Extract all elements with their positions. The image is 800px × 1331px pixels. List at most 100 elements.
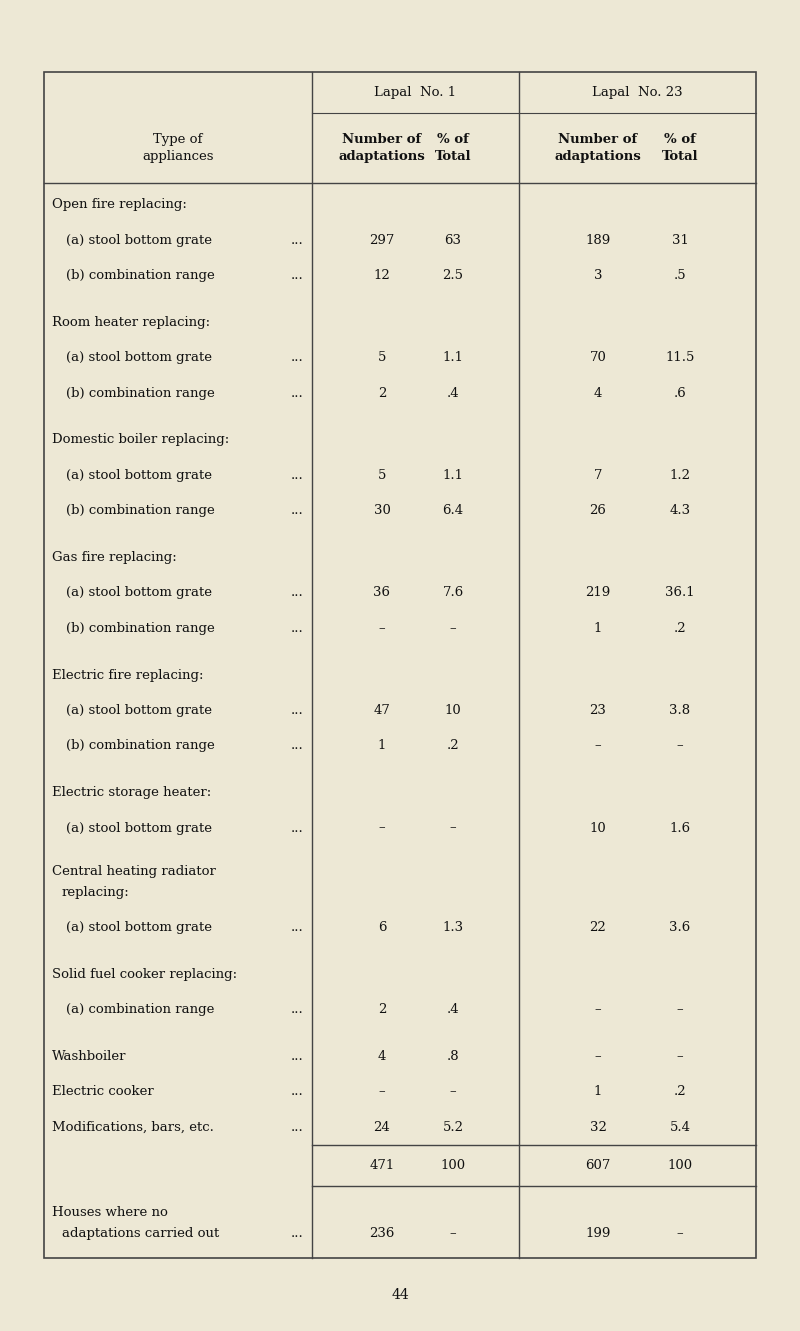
Text: 5: 5 (378, 469, 386, 482)
Text: 4: 4 (378, 1050, 386, 1063)
Text: 100: 100 (441, 1159, 466, 1173)
Text: 23: 23 (590, 704, 606, 717)
Text: Washboiler: Washboiler (52, 1050, 126, 1063)
Text: 1.1: 1.1 (442, 351, 463, 365)
Text: ...: ... (291, 1004, 304, 1016)
Text: 7.6: 7.6 (442, 587, 464, 599)
Text: .6: .6 (674, 386, 686, 399)
Text: .4: .4 (446, 386, 459, 399)
Text: 70: 70 (590, 351, 606, 365)
Text: 32: 32 (590, 1121, 606, 1134)
Text: Electric fire replacing:: Electric fire replacing: (52, 668, 203, 681)
Text: Houses where no: Houses where no (52, 1206, 168, 1219)
Text: 1.2: 1.2 (670, 469, 690, 482)
Text: (a) stool bottom grate: (a) stool bottom grate (66, 921, 212, 934)
Text: (a) stool bottom grate: (a) stool bottom grate (66, 821, 212, 835)
Text: ...: ... (291, 1227, 304, 1239)
Text: 6.4: 6.4 (442, 504, 463, 518)
Text: Open fire replacing:: Open fire replacing: (52, 198, 187, 212)
Text: Central heating radiator: Central heating radiator (52, 865, 216, 878)
Text: 1.1: 1.1 (442, 469, 463, 482)
Text: 63: 63 (445, 234, 462, 246)
Text: Gas fire replacing:: Gas fire replacing: (52, 551, 177, 564)
Text: Room heater replacing:: Room heater replacing: (52, 315, 210, 329)
Text: (b) combination range: (b) combination range (66, 622, 214, 635)
Text: 36: 36 (374, 587, 390, 599)
Text: (b) combination range: (b) combination range (66, 269, 214, 282)
Bar (44, 72, 756, 1258)
Text: (a) stool bottom grate: (a) stool bottom grate (66, 469, 212, 482)
Text: 4: 4 (594, 386, 602, 399)
Text: 3.6: 3.6 (670, 921, 690, 934)
Text: Number of
adaptations: Number of adaptations (554, 133, 642, 162)
Text: –: – (594, 1004, 602, 1016)
Text: .4: .4 (446, 1004, 459, 1016)
Text: 100: 100 (667, 1159, 693, 1173)
Text: Modifications, bars, etc.: Modifications, bars, etc. (52, 1121, 214, 1134)
Text: ...: ... (291, 587, 304, 599)
Text: 236: 236 (370, 1227, 394, 1239)
Text: Lapal  No. 1: Lapal No. 1 (374, 87, 457, 98)
Text: –: – (450, 821, 456, 835)
Text: ...: ... (291, 821, 304, 835)
Text: (a) stool bottom grate: (a) stool bottom grate (66, 704, 212, 717)
Text: ...: ... (291, 1121, 304, 1134)
Text: 1.3: 1.3 (442, 921, 463, 934)
Text: 5: 5 (378, 351, 386, 365)
Text: Solid fuel cooker replacing:: Solid fuel cooker replacing: (52, 968, 237, 981)
Text: 24: 24 (374, 1121, 390, 1134)
Text: (b) combination range: (b) combination range (66, 504, 214, 518)
Text: Lapal  No. 23: Lapal No. 23 (592, 87, 683, 98)
Text: 22: 22 (590, 921, 606, 934)
Text: –: – (677, 1004, 683, 1016)
Text: 12: 12 (374, 269, 390, 282)
Text: 3: 3 (594, 269, 602, 282)
Text: % of
Total: % of Total (434, 133, 471, 162)
Text: 471: 471 (370, 1159, 394, 1173)
Text: Type of
appliances: Type of appliances (142, 133, 214, 162)
Text: 3.8: 3.8 (670, 704, 690, 717)
Text: –: – (378, 622, 386, 635)
Text: Electric storage heater:: Electric storage heater: (52, 787, 211, 799)
Text: .8: .8 (446, 1050, 459, 1063)
Text: (a) combination range: (a) combination range (66, 1004, 214, 1016)
Text: 7: 7 (594, 469, 602, 482)
Text: .2: .2 (674, 1085, 686, 1098)
Text: % of
Total: % of Total (662, 133, 698, 162)
Text: 10: 10 (590, 821, 606, 835)
Text: 199: 199 (586, 1227, 610, 1239)
Text: ...: ... (291, 351, 304, 365)
Text: ...: ... (291, 269, 304, 282)
Text: 6: 6 (378, 921, 386, 934)
Text: 219: 219 (586, 587, 610, 599)
Text: ...: ... (291, 622, 304, 635)
Text: 1.6: 1.6 (670, 821, 690, 835)
Text: –: – (677, 1050, 683, 1063)
Text: .5: .5 (674, 269, 686, 282)
Text: .2: .2 (446, 740, 459, 752)
Text: –: – (450, 1227, 456, 1239)
Text: 30: 30 (374, 504, 390, 518)
Text: (a) stool bottom grate: (a) stool bottom grate (66, 587, 212, 599)
Text: adaptations carried out: adaptations carried out (62, 1227, 219, 1239)
Text: ...: ... (291, 1050, 304, 1063)
Text: 1: 1 (378, 740, 386, 752)
Text: 26: 26 (590, 504, 606, 518)
Text: Electric cooker: Electric cooker (52, 1085, 154, 1098)
Text: ...: ... (291, 704, 304, 717)
Text: 1: 1 (594, 1085, 602, 1098)
Text: –: – (378, 1085, 386, 1098)
Text: –: – (378, 821, 386, 835)
Text: 2.5: 2.5 (442, 269, 463, 282)
Text: 4.3: 4.3 (670, 504, 690, 518)
Text: 47: 47 (374, 704, 390, 717)
Text: ...: ... (291, 234, 304, 246)
Text: 607: 607 (586, 1159, 610, 1173)
Text: 189: 189 (586, 234, 610, 246)
Text: ...: ... (291, 469, 304, 482)
Text: Domestic boiler replacing:: Domestic boiler replacing: (52, 434, 230, 446)
Text: 11.5: 11.5 (666, 351, 694, 365)
Text: 2: 2 (378, 386, 386, 399)
Text: Number of
adaptations: Number of adaptations (338, 133, 426, 162)
Text: ...: ... (291, 386, 304, 399)
